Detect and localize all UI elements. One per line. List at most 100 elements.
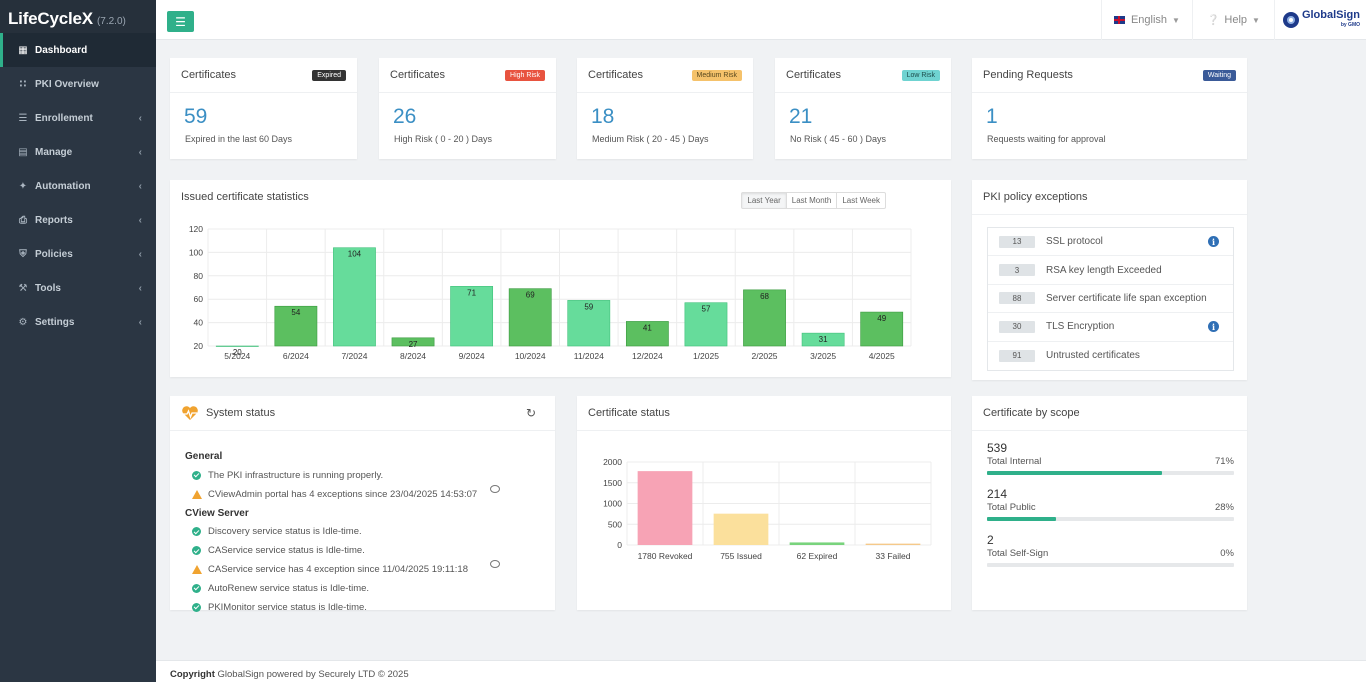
exception-label: Untrusted certificates (1046, 350, 1140, 362)
scope-item: 539 Total Internal 71% (987, 441, 1234, 475)
uk-flag-icon (1113, 16, 1125, 24)
range-last-month-button[interactable]: Last Month (787, 193, 838, 208)
sidebar: LifeCycleX (7.2.0) ▦ Dashboard ∷ PKI Overvi… (0, 0, 156, 682)
system-status-body: General The PKI infrastructure is running… (185, 447, 555, 617)
scope-label: Total Self-Sign (987, 548, 1049, 559)
bar-value-label: 59 (584, 302, 593, 311)
warning-icon (192, 565, 202, 575)
sidebar-item-automation[interactable]: ✦ Automation ‹ (0, 169, 156, 203)
sitemap-icon: ∷ (19, 78, 27, 90)
bar-value-label: 71 (467, 288, 476, 297)
sidebar-item-manage[interactable]: ▤ Manage ‹ (0, 135, 156, 169)
status-bar[interactable] (713, 513, 769, 545)
exception-row[interactable]: 30 TLS Encryption i (988, 313, 1233, 342)
issued-bar[interactable] (801, 332, 845, 347)
refresh-icon[interactable]: ↻ (525, 406, 536, 420)
x-tick-label: 10/2024 (515, 351, 546, 361)
scope-percent: 28% (1214, 502, 1234, 513)
issued-bar[interactable] (450, 286, 494, 347)
issued-bar-chart: 20406080100120205/2024546/20241047/20242… (189, 224, 912, 361)
scope-card: Certificate by scope 539 Total Internal 71… (972, 396, 1247, 610)
hamburger-icon: ☰ (175, 14, 186, 29)
sidebar-item-reports[interactable]: ⎙ Reports ‹ (0, 203, 156, 237)
stat-card: Certificates High Risk 26 High Risk ( 0 - 2… (379, 58, 556, 159)
status-bar[interactable] (865, 543, 921, 545)
info-icon[interactable]: i (1208, 321, 1219, 333)
scope-label: Total Public (987, 502, 1036, 513)
globalsign-logo: GlobalSign by GMO (1273, 0, 1366, 40)
x-tick-label: 8/2024 (400, 351, 426, 361)
issued-bar[interactable] (333, 247, 376, 347)
sidebar-item-enrollement[interactable]: ☰ Enrollement ‹ (0, 101, 156, 135)
stat-card: Pending Requests Waiting 1 Requests waiting… (972, 58, 1247, 159)
issued-bar[interactable] (391, 337, 435, 347)
exception-label: RSA key length Exceeded (1046, 264, 1162, 276)
exception-row[interactable]: 91 Untrusted certificates (988, 342, 1233, 370)
exception-count: 91 (999, 349, 1035, 362)
help-menu[interactable]: ❔ Help ▼ (1191, 0, 1274, 40)
exception-row[interactable]: 3 RSA key length Exceeded (988, 256, 1233, 285)
x-tick-label: 62 Expired (797, 551, 838, 561)
status-text: AutoRenew service status is Idle-time. (208, 582, 370, 594)
bar-value-label: 54 (291, 308, 300, 317)
status-bar[interactable] (637, 471, 693, 545)
sidebar-item-pki-overview[interactable]: ∷ PKI Overview (0, 67, 156, 101)
scope-title: Certificate by scope (983, 407, 1080, 419)
exception-count: 88 (999, 292, 1035, 305)
stat-card-title: Certificates (390, 69, 446, 81)
x-tick-label: 7/2024 (341, 351, 367, 361)
chevron-left-icon: ‹ (138, 180, 142, 192)
issued-bar[interactable] (743, 289, 786, 347)
info-icon[interactable]: i (1208, 236, 1219, 248)
range-last-year-button[interactable]: Last Year (742, 193, 787, 208)
x-tick-label: 11/2024 (574, 351, 604, 361)
sidebar-item-settings[interactable]: ⚙ Settings ‹ (0, 305, 156, 339)
logo-text: GlobalSign (1301, 9, 1360, 21)
bar-value-label: 41 (643, 323, 652, 332)
scope-row: Total Internal 71% (987, 456, 1234, 467)
status-line: The PKI infrastructure is running proper… (185, 466, 555, 485)
issued-bar[interactable] (508, 288, 552, 347)
heartbeat-icon (182, 406, 198, 420)
stat-card-title: Pending Requests (983, 69, 1073, 81)
x-tick-label: 1780 Revoked (638, 551, 693, 561)
x-tick-label: 755 Issued (720, 551, 762, 561)
issued-bar[interactable] (215, 345, 259, 347)
comment-icon[interactable] (490, 484, 500, 493)
issued-bar[interactable] (625, 321, 669, 347)
stat-card-header: Certificates Low Risk (775, 58, 951, 93)
status-badge: High Risk (505, 69, 545, 81)
exception-row[interactable]: 88 Server certificate life span exception (988, 285, 1233, 314)
exception-row[interactable]: 13 SSL protocol i (988, 228, 1233, 257)
scope-label: Total Internal (987, 456, 1042, 467)
sidebar-item-tools[interactable]: ⚒ Tools ‹ (0, 271, 156, 305)
comment-icon[interactable] (490, 560, 500, 569)
x-tick-label: 12/2024 (632, 351, 663, 361)
sidebar-item-policies[interactable]: ⛨ Policies ‹ (0, 237, 156, 271)
stat-card: Certificates Expired 59 Expired in the last… (170, 58, 357, 159)
sidebar-item-dashboard[interactable]: ▦ Dashboard (0, 33, 156, 67)
language-label: English (1130, 14, 1168, 26)
status-line: CAService service has 4 exception since … (185, 560, 555, 579)
x-tick-label: 3/2025 (810, 351, 836, 361)
y-tick-label: 0 (617, 540, 622, 550)
warning-icon (192, 489, 202, 499)
language-selector[interactable]: English ▼ (1100, 0, 1192, 40)
scope-row: Total Self-Sign 0% (987, 548, 1234, 559)
exception-label: SSL protocol (1046, 236, 1103, 248)
status-badge: Low Risk (901, 69, 940, 81)
y-tick-label: 40 (194, 318, 204, 328)
issued-bar[interactable] (860, 311, 904, 347)
y-tick-label: 1500 (603, 478, 622, 488)
menu-toggle-button[interactable]: ☰ (167, 11, 194, 32)
issued-stats-card: Issued certificate statistics Last Year L… (170, 180, 951, 377)
issued-bar[interactable] (274, 305, 318, 347)
chevron-left-icon: ‹ (138, 146, 142, 158)
bar-value-label: 27 (409, 340, 418, 349)
brand[interactable]: LifeCycleX (7.2.0) (0, 0, 156, 33)
status-bar[interactable] (789, 542, 845, 545)
issued-bar[interactable] (684, 302, 728, 347)
issued-bar[interactable] (567, 300, 611, 347)
scope-progress-fill (987, 517, 1057, 521)
range-last-week-button[interactable]: Last Week (842, 196, 880, 205)
